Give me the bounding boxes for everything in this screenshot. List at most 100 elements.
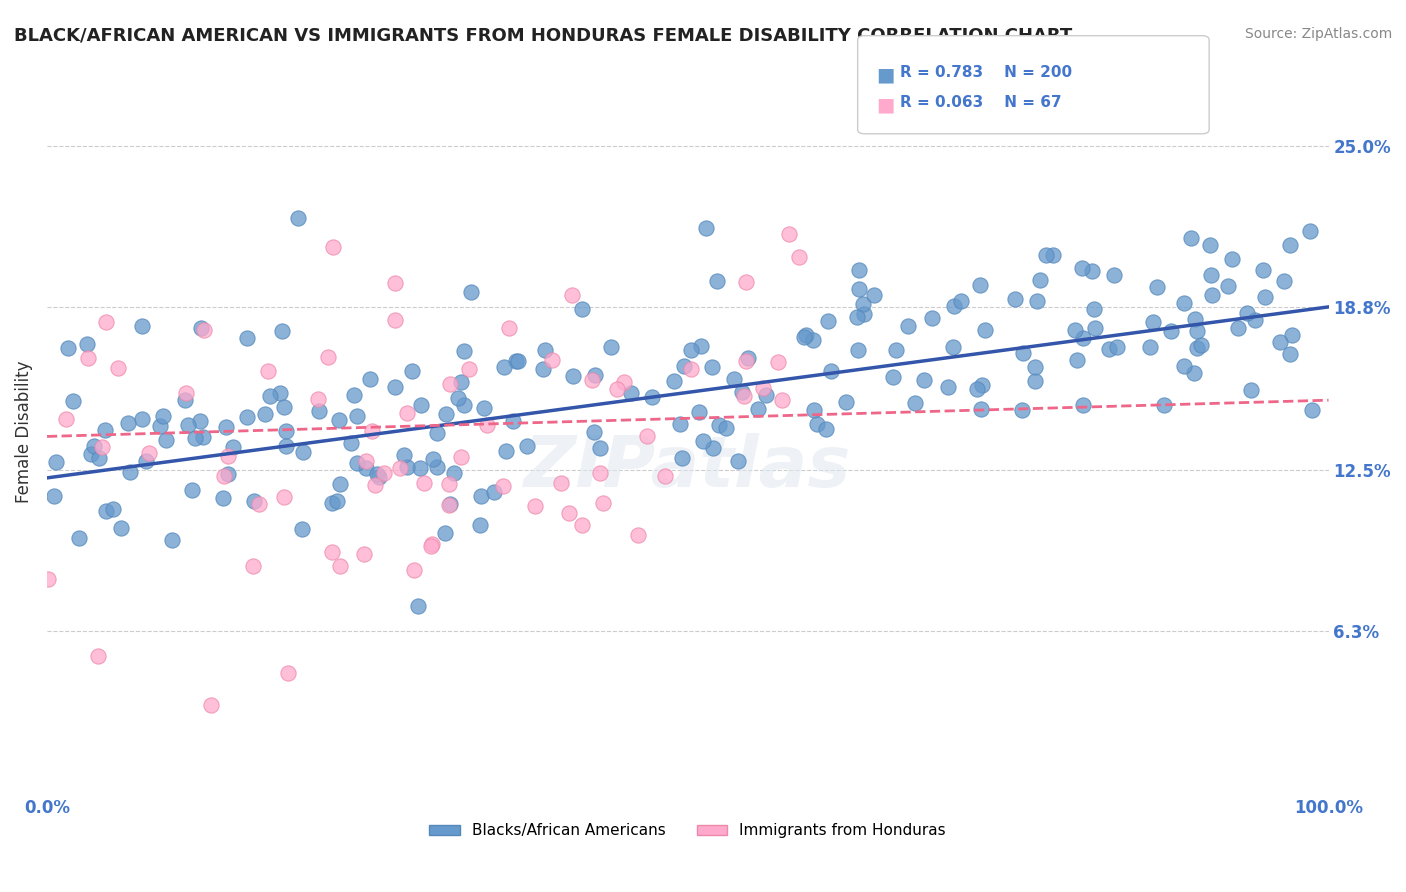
Point	[912, 373, 935, 387]
Point	[247, 497, 270, 511]
Point	[453, 343, 475, 358]
Point	[523, 499, 546, 513]
Point	[583, 425, 606, 440]
Point	[287, 211, 309, 225]
Point	[184, 431, 207, 445]
Point	[495, 444, 517, 458]
Point	[1146, 280, 1168, 294]
Point	[149, 418, 172, 433]
Point	[131, 318, 153, 333]
Point	[94, 423, 117, 437]
Point	[561, 287, 583, 301]
Point	[37, 572, 59, 586]
Point	[936, 380, 959, 394]
Point	[1227, 321, 1250, 335]
Text: Source: ZipAtlas.com: Source: ZipAtlas.com	[1244, 27, 1392, 41]
Point	[541, 353, 564, 368]
Point	[1004, 292, 1026, 306]
Point	[1254, 290, 1277, 304]
Point	[681, 362, 703, 376]
Point	[384, 380, 406, 394]
Point	[409, 460, 432, 475]
Point	[491, 479, 513, 493]
Point	[1182, 366, 1205, 380]
Point	[706, 275, 728, 289]
Point	[274, 439, 297, 453]
Point	[453, 398, 475, 412]
Point	[613, 375, 636, 389]
Point	[76, 337, 98, 351]
Point	[735, 275, 758, 289]
Point	[583, 368, 606, 382]
Point	[600, 340, 623, 354]
Point	[1301, 403, 1323, 417]
Point	[814, 422, 837, 436]
Point	[592, 495, 614, 509]
Point	[1035, 248, 1057, 262]
Point	[181, 483, 204, 497]
Point	[101, 501, 124, 516]
Point	[1220, 252, 1243, 266]
Point	[1066, 352, 1088, 367]
Point	[1070, 260, 1092, 275]
Point	[91, 440, 114, 454]
Point	[1012, 346, 1035, 360]
Point	[1084, 321, 1107, 335]
Point	[747, 401, 769, 416]
Point	[477, 417, 499, 432]
Point	[437, 477, 460, 491]
Point	[1185, 341, 1208, 355]
Point	[550, 475, 572, 490]
Point	[460, 285, 482, 300]
Point	[152, 409, 174, 423]
Point	[346, 409, 368, 423]
Point	[1098, 342, 1121, 356]
Point	[516, 439, 538, 453]
Point	[450, 450, 472, 464]
Point	[942, 340, 965, 354]
Point	[733, 389, 755, 403]
Point	[620, 385, 643, 400]
Point	[321, 496, 343, 510]
Point	[96, 504, 118, 518]
Point	[690, 339, 713, 353]
Point	[274, 424, 297, 438]
Point	[714, 421, 737, 435]
Point	[561, 368, 583, 383]
Point	[217, 450, 239, 464]
Point	[1011, 403, 1033, 417]
Point	[135, 453, 157, 467]
Point	[413, 475, 436, 490]
Point	[848, 263, 870, 277]
Point	[254, 407, 277, 421]
Point	[307, 392, 329, 406]
Point	[589, 466, 612, 480]
Point	[853, 307, 876, 321]
Point	[308, 404, 330, 418]
Point	[366, 467, 388, 481]
Point	[801, 333, 824, 347]
Point	[388, 460, 411, 475]
Point	[970, 378, 993, 392]
Point	[174, 385, 197, 400]
Point	[422, 452, 444, 467]
Point	[1024, 374, 1046, 388]
Point	[328, 413, 350, 427]
Point	[1201, 288, 1223, 302]
Point	[700, 359, 723, 374]
Point	[882, 370, 904, 384]
Point	[508, 354, 530, 368]
Point	[688, 405, 710, 419]
Point	[236, 330, 259, 344]
Point	[193, 430, 215, 444]
Point	[1236, 306, 1258, 320]
Point	[354, 453, 377, 467]
Point	[966, 382, 988, 396]
Point	[723, 372, 745, 386]
Point	[177, 418, 200, 433]
Point	[62, 393, 84, 408]
Point	[155, 434, 177, 448]
Point	[681, 343, 703, 357]
Point	[426, 460, 449, 475]
Point	[76, 351, 98, 365]
